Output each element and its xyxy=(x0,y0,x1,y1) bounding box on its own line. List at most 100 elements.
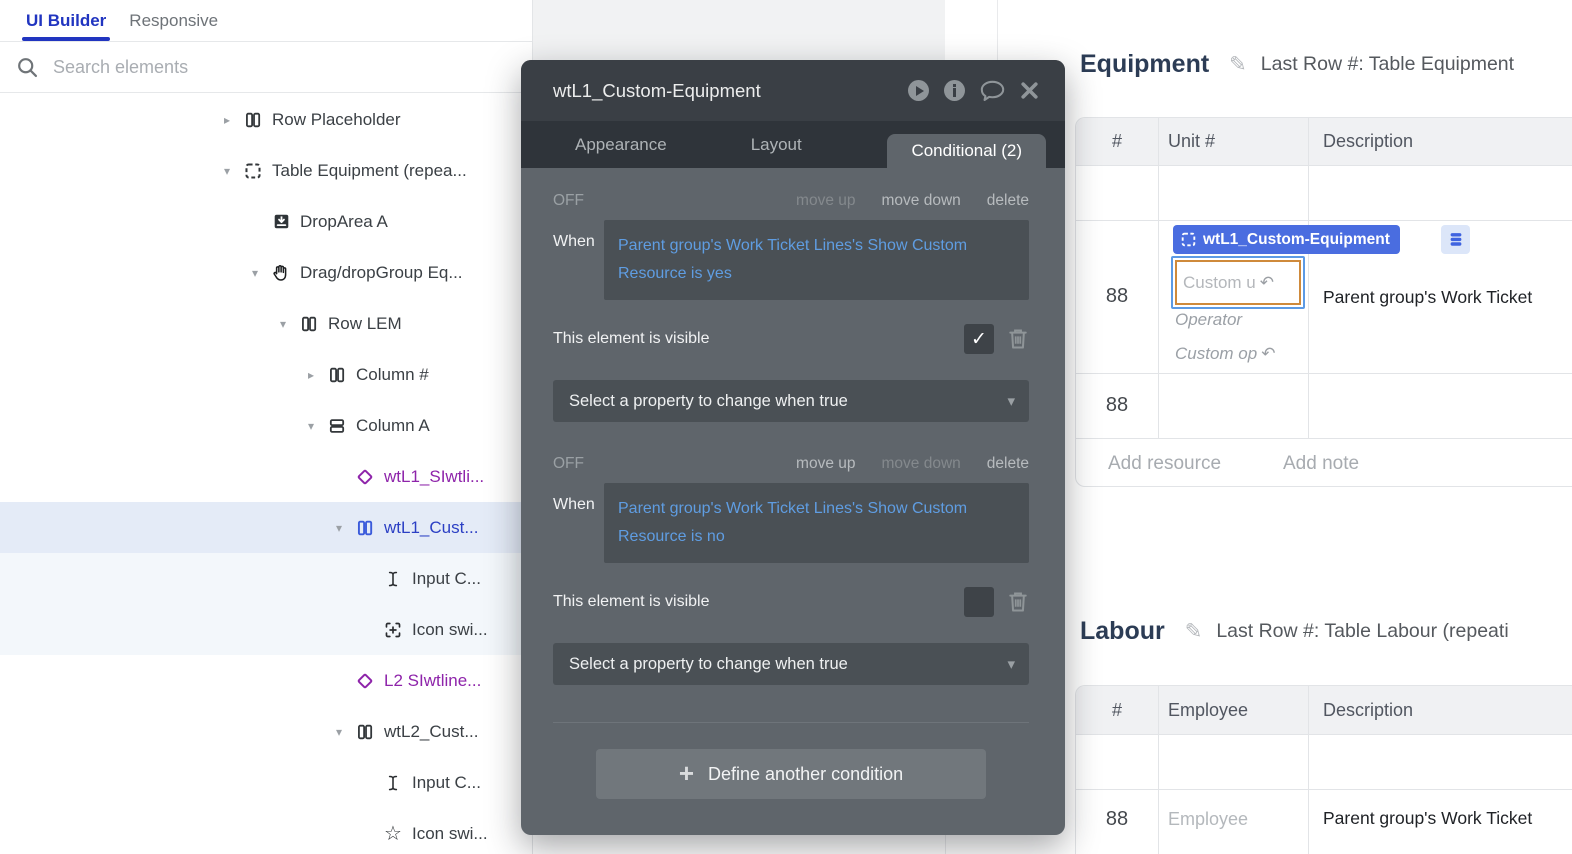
labour-title: Labour xyxy=(1080,617,1165,645)
edit-pencil-icon[interactable]: ✎ xyxy=(1184,620,1203,643)
define-button-label: Define another condition xyxy=(708,763,904,784)
row-divider xyxy=(1076,220,1572,221)
tree-item-label: Input C... xyxy=(412,568,481,588)
tree-item-l2-slwtline[interactable]: L2 SIwtline... xyxy=(0,655,532,706)
chevron-down-icon[interactable]: ▾ xyxy=(224,163,231,178)
property-editor-titlebar[interactable]: wtL1_Custom-Equipment xyxy=(521,60,1065,121)
input-placeholder: Custom u xyxy=(1183,272,1256,292)
tree-item-row-lem[interactable]: ▾ Row LEM xyxy=(0,298,532,349)
chevron-down-icon[interactable]: ▾ xyxy=(252,265,259,280)
comment-bubble-icon[interactable] xyxy=(980,80,1005,102)
visible-checkbox[interactable]: ✓ xyxy=(964,324,994,354)
column-divider xyxy=(1308,686,1309,854)
tree-item-table-equipment[interactable]: ▾ Table Equipment (repea... xyxy=(0,145,532,196)
columns-icon xyxy=(326,366,348,384)
visible-checkbox[interactable] xyxy=(964,587,994,617)
shape-diamond-icon xyxy=(354,467,376,487)
undo-icon[interactable]: ↶ xyxy=(1261,344,1276,363)
search-elements-field[interactable]: Search elements xyxy=(0,42,532,93)
chevron-right-icon[interactable]: ▸ xyxy=(224,112,231,127)
page-edge-line xyxy=(997,0,998,60)
tab-layout[interactable]: Layout xyxy=(750,134,802,154)
row-number: 88 xyxy=(1105,394,1129,416)
tree-item-label: Icon swi... xyxy=(412,619,488,639)
labour-subtitle: Last Row #: Table Labour (repeati xyxy=(1216,620,1509,642)
tree-item-label: wtL1_Cust... xyxy=(384,517,479,537)
tree-item-row-placeholder[interactable]: ▸ Row Placeholder xyxy=(0,94,532,145)
undo-icon[interactable]: ↶ xyxy=(1259,273,1274,292)
col-header-employee: Employee xyxy=(1168,700,1249,720)
tree-item-label: L2 SIwtline... xyxy=(384,670,482,690)
tree-item-input-c[interactable]: Input C... xyxy=(0,553,532,604)
edit-pencil-icon[interactable]: ✎ xyxy=(1229,53,1247,76)
tree-item-wtl2-custom[interactable]: ▾ wtL2_Cust... xyxy=(0,706,532,757)
move-up-link[interactable]: move up xyxy=(796,455,856,472)
add-resource-link[interactable]: Add resource xyxy=(1108,453,1222,474)
chevron-right-icon[interactable]: ▸ xyxy=(308,367,315,382)
columns-icon xyxy=(354,723,376,741)
text-cursor-icon xyxy=(382,570,404,588)
property-editor: wtL1_Custom-Equipment Appearance Layout … xyxy=(521,60,1065,835)
chevron-down-icon[interactable]: ▾ xyxy=(280,316,287,331)
equipment-subtitle: Last Row #: Table Equipment xyxy=(1260,53,1515,75)
off-toggle[interactable]: OFF xyxy=(553,455,584,472)
chevron-down-icon[interactable]: ▾ xyxy=(308,418,315,433)
preview-play-icon[interactable] xyxy=(908,80,929,101)
condition-1-property-select[interactable]: Select a property to change when true ▾ xyxy=(553,380,1029,422)
delete-link[interactable]: delete xyxy=(986,192,1029,209)
tab-conditional[interactable]: Conditional (2) xyxy=(887,134,1046,168)
rows-icon xyxy=(326,417,348,435)
chevron-down-icon[interactable]: ▾ xyxy=(336,520,343,535)
delete-link[interactable]: delete xyxy=(986,455,1029,472)
tree-item-column-a[interactable]: ▾ Column A xyxy=(0,400,532,451)
info-icon[interactable] xyxy=(944,80,965,101)
select-placeholder: Select a property to change when true xyxy=(569,654,848,673)
move-down-link[interactable]: move down xyxy=(881,192,961,209)
custom-unit-input[interactable]: Custom u ↶ xyxy=(1171,256,1305,309)
tree-item-icon-switcher[interactable]: Icon swi... xyxy=(0,604,532,655)
trash-icon[interactable] xyxy=(1007,327,1029,351)
tree-item-dragdrop-group[interactable]: ▾ Drag/dropGroup Eq... xyxy=(0,247,532,298)
visible-label: This element is visible xyxy=(553,330,710,347)
tree-item-wtl1-custom-selected[interactable]: ▾ wtL1_Cust... xyxy=(0,502,532,553)
tab-responsive[interactable]: Responsive xyxy=(129,10,219,30)
tree-item-label: Table Equipment (repea... xyxy=(272,160,467,180)
tab-appearance[interactable]: Appearance xyxy=(575,134,667,154)
custom-op-placeholder: Custom op ↶ xyxy=(1175,344,1276,363)
tree-item-wtl1-slwtline[interactable]: wtL1_SIwtli... xyxy=(0,451,532,502)
chevron-down-icon[interactable]: ▾ xyxy=(336,724,343,739)
hand-icon xyxy=(270,264,292,282)
condition-2-expression[interactable]: Parent group's Work Ticket Lines's Show … xyxy=(604,483,1029,563)
condition-2-visible-row: This element is visible xyxy=(553,587,1029,617)
tree-item-icon-switcher-2[interactable]: ☆ Icon swi... xyxy=(0,808,532,854)
define-another-condition-button[interactable]: + Define another condition xyxy=(596,749,986,799)
col-header-unit: Unit # xyxy=(1168,131,1216,151)
move-down-link[interactable]: move down xyxy=(881,455,961,472)
col-header-description: Description xyxy=(1323,131,1414,151)
tree-item-column-num[interactable]: ▸ Column # xyxy=(0,349,532,400)
description-cell: Parent group's Work Ticket xyxy=(1323,808,1533,828)
labour-header: Labour ✎ Last Row #: Table Labour (repea… xyxy=(1080,617,1572,646)
selected-element-badge[interactable]: wtL1_Custom-Equipment xyxy=(1173,225,1400,254)
dashed-square-icon xyxy=(1181,232,1196,247)
tab-ui-builder[interactable]: UI Builder xyxy=(21,0,111,41)
trash-icon[interactable] xyxy=(1007,590,1029,614)
move-up-link[interactable]: move up xyxy=(796,192,856,209)
select-placeholder: Select a property to change when true xyxy=(569,391,848,410)
tree-item-droparea[interactable]: DropArea A xyxy=(0,196,532,247)
col-header-description: Description xyxy=(1323,700,1414,720)
page-edge-line-2 xyxy=(945,835,946,854)
drop-area-icon xyxy=(270,213,292,230)
close-icon[interactable] xyxy=(1020,81,1039,100)
plus-icon: + xyxy=(678,757,695,788)
condition-2-when: When Parent group's Work Ticket Lines's … xyxy=(553,483,1029,563)
condition-2-property-select[interactable]: Select a property to change when true ▾ xyxy=(553,643,1029,685)
property-editor-title: wtL1_Custom-Equipment xyxy=(553,79,761,101)
condition-1-expression[interactable]: Parent group's Work Ticket Lines's Show … xyxy=(604,220,1029,300)
add-note-link[interactable]: Add note xyxy=(1283,453,1360,474)
row-number: 88 xyxy=(1105,808,1129,830)
database-chip[interactable] xyxy=(1441,225,1470,254)
tree-item-label: wtL1_SIwtli... xyxy=(384,466,485,486)
tree-item-input-c-2[interactable]: Input C... xyxy=(0,757,532,808)
off-toggle[interactable]: OFF xyxy=(553,192,584,209)
